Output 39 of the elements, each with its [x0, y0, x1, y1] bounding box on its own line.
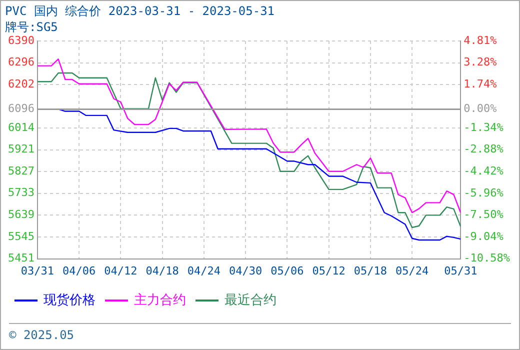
x-tick-label: 05/18 [354, 264, 388, 278]
y2-tick-label: -1.34% [464, 120, 504, 134]
y2-tick-label: 4.81% [464, 34, 498, 47]
legend-label: 主力合约 [134, 292, 186, 308]
y2-tick-label: -2.88% [464, 142, 504, 156]
chart-title: PVC 国内 综合价 2023-03-31 - 2023-05-31 [5, 3, 275, 20]
y-tick-label: 5827 [8, 164, 34, 178]
x-tick-label: 05/24 [396, 264, 430, 278]
y2-tick-label: -4.42% [464, 164, 504, 178]
legend-label: 最近合约 [224, 292, 276, 308]
x-tick-label: 05/31 [444, 264, 478, 278]
y-tick-label: 6014 [8, 121, 35, 134]
y-tick-label: 5733 [8, 186, 34, 200]
y2-tick-label: 1.74% [464, 77, 498, 90]
x-tick-label: 05/06 [270, 264, 304, 278]
y-tick-label: 5921 [8, 142, 34, 156]
x-tick-label: 05/12 [312, 264, 346, 278]
x-tick-label: 03/31 [20, 264, 54, 278]
x-tick-label: 04/12 [104, 264, 138, 278]
y-tick-label: 5545 [8, 230, 34, 243]
y-tick-label: 6202 [8, 77, 34, 90]
y2-tick-label: 3.28% [464, 56, 498, 69]
x-tick-label: 04/30 [229, 264, 262, 278]
y2-tick-label: -7.50% [464, 208, 504, 222]
x-tick-label: 04/06 [62, 264, 96, 278]
y2-tick-label: 0.00% [464, 102, 498, 115]
y-tick-label: 5639 [8, 208, 34, 222]
y-tick-label: 5451 [8, 252, 34, 265]
y2-tick-label: -10.58% [464, 252, 510, 265]
y2-tick-label: -9.04% [464, 230, 504, 243]
text: © 2025.05 [9, 323, 511, 342]
y-tick-label: 6390 [8, 34, 34, 47]
chart-subtitle: 牌号:SG5 [5, 19, 58, 36]
legend-label: 现货价格 [44, 292, 96, 308]
y-tick-label: 6296 [8, 56, 34, 69]
y-tick-label: 6096 [8, 102, 34, 116]
x-tick-label: 04/18 [146, 264, 179, 278]
y2-tick-label: -5.96% [464, 186, 504, 200]
x-tick-label: 04/24 [187, 264, 221, 278]
